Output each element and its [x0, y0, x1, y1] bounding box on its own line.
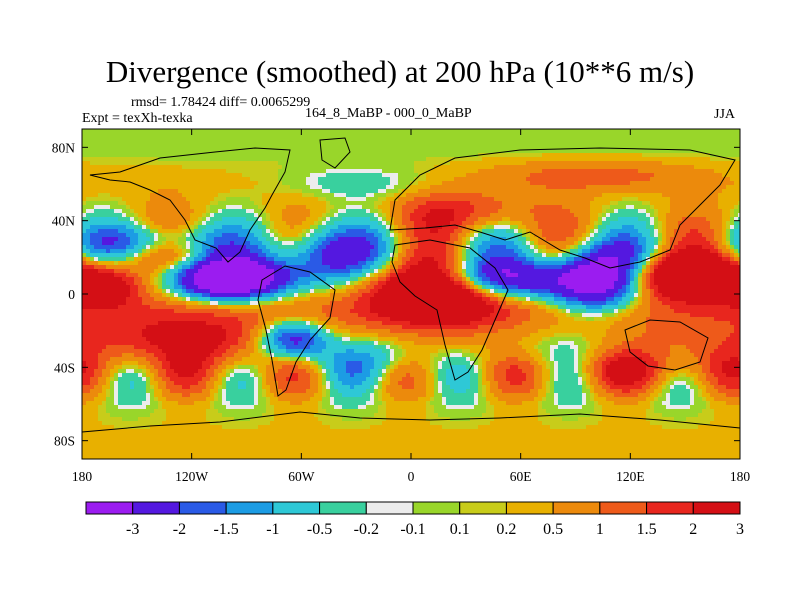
- x-tick-label: 180: [72, 469, 93, 484]
- rmsd-diff-stats: rmsd= 1.78424 diff= 0.0065299: [131, 95, 310, 111]
- colorbar-label: -2: [173, 521, 186, 538]
- colorbar-swatch: [505, 501, 554, 515]
- colorbar-swatch: [412, 501, 461, 515]
- x-tick-label: 120E: [616, 469, 645, 484]
- colorbar-label: 0.5: [543, 521, 563, 538]
- colorbar-label: 1: [596, 521, 604, 538]
- x-tick-label: 180: [730, 469, 751, 484]
- colorbar-swatch: [646, 501, 694, 515]
- colorbar-swatch: [365, 501, 414, 515]
- greenland-outline: [319, 137, 351, 169]
- colorbar-swatch: [272, 501, 321, 515]
- south-america-outline: [257, 265, 336, 397]
- plot-title: Divergence (smoothed) at 200 hPa (10**6 …: [105, 54, 695, 89]
- antarctica-outline: [82, 411, 740, 459]
- colorbar-swatch: [225, 501, 274, 515]
- eurasia-outline: [389, 147, 736, 269]
- africa-outline: [391, 239, 509, 381]
- coastlines: [82, 137, 740, 459]
- colorbar-swatch: [85, 501, 134, 515]
- comparison-label: 164_8_MaBP - 000_0_MaBP: [305, 106, 472, 121]
- colorbar-swatch: [132, 501, 180, 515]
- y-tick-label: 80S: [54, 434, 75, 449]
- colorbar-label: -0.5: [307, 521, 332, 538]
- colorbar: -3 -2 -1.5 -1 -0.5 -0.2 -0.1 0.1 0.2 0.5 1 1.5 2 3: [85, 501, 744, 538]
- colorbar-label: -0.1: [400, 521, 425, 538]
- diff-label: diff=: [219, 95, 248, 110]
- colorbar-label: 0.2: [496, 521, 516, 538]
- experiment-label: Expt = texXh-texka: [82, 111, 193, 126]
- axis-ticks: 180 120W 60W 0 60E 120E 180 80N 40N 0 40S 80S: [52, 129, 751, 484]
- colorbar-label: -1.5: [213, 521, 238, 538]
- australia-outline: [624, 319, 709, 371]
- colorbar-label: 0.1: [450, 521, 470, 538]
- colorbar-swatch: [459, 501, 507, 515]
- colorbar-swatch: [599, 501, 648, 515]
- x-tick-label: 120W: [175, 469, 208, 484]
- x-tick-label: 0: [408, 469, 415, 484]
- colorbar-label: 1.5: [637, 521, 657, 538]
- diff-value: 0.0065299: [250, 95, 311, 110]
- season-label: JJA: [714, 107, 736, 122]
- divergence-field: [82, 129, 740, 459]
- y-tick-label: 0: [68, 287, 75, 302]
- x-tick-label: 60W: [288, 469, 315, 484]
- colorbar-swatch: [319, 501, 367, 515]
- rmsd-value: 1.78424: [170, 95, 216, 110]
- colorbar-swatch: [552, 501, 601, 515]
- y-tick-label: 80N: [52, 140, 76, 155]
- colorbar-swatch: [178, 501, 227, 515]
- colorbar-label: -3: [126, 521, 139, 538]
- colorbar-label: -0.2: [354, 521, 379, 538]
- rmsd-label: rmsd=: [131, 95, 167, 110]
- colorbar-swatch: [692, 501, 741, 515]
- x-tick-label: 60E: [510, 469, 532, 484]
- y-tick-label: 40N: [52, 214, 76, 229]
- north-america-outline: [89, 147, 291, 263]
- colorbar-label: 2: [689, 521, 697, 538]
- y-tick-label: 40S: [54, 360, 75, 375]
- colorbar-label: -1: [266, 521, 279, 538]
- colorbar-label: 3: [736, 521, 744, 538]
